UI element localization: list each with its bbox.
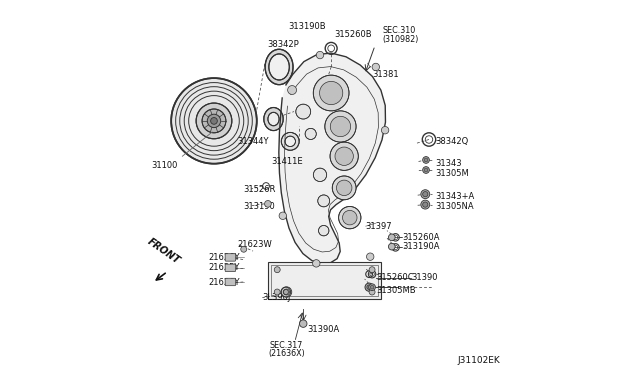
Circle shape — [316, 51, 324, 59]
Ellipse shape — [268, 112, 279, 126]
Text: 3L390J: 3L390J — [262, 293, 291, 302]
Text: (21636X): (21636X) — [268, 349, 305, 358]
Text: 31390: 31390 — [411, 273, 438, 282]
Circle shape — [314, 168, 326, 182]
Circle shape — [370, 285, 374, 289]
Text: 315260A: 315260A — [402, 233, 439, 242]
Text: 315260C: 315260C — [376, 273, 414, 282]
Circle shape — [207, 114, 221, 128]
Circle shape — [264, 201, 271, 207]
Text: 31344Y: 31344Y — [237, 137, 269, 146]
FancyBboxPatch shape — [225, 254, 236, 261]
Circle shape — [284, 289, 289, 295]
Circle shape — [332, 176, 356, 200]
Circle shape — [287, 86, 296, 94]
Circle shape — [342, 211, 357, 225]
Polygon shape — [279, 53, 385, 264]
Circle shape — [275, 267, 280, 273]
Circle shape — [421, 200, 429, 209]
Text: 313190B: 313190B — [288, 22, 326, 31]
Circle shape — [319, 81, 343, 105]
Circle shape — [422, 202, 428, 207]
Circle shape — [319, 225, 329, 236]
Circle shape — [241, 246, 246, 252]
Circle shape — [422, 157, 429, 163]
Text: 31411E: 31411E — [271, 157, 303, 166]
Circle shape — [330, 142, 358, 170]
Circle shape — [202, 109, 226, 133]
Text: 313190A: 313190A — [402, 242, 439, 251]
Circle shape — [325, 111, 356, 142]
Circle shape — [339, 206, 361, 229]
Circle shape — [388, 234, 395, 241]
Circle shape — [285, 136, 296, 147]
Circle shape — [424, 168, 428, 172]
Circle shape — [337, 180, 352, 196]
Text: J31102EK: J31102EK — [458, 356, 500, 365]
Text: 31526R: 31526R — [243, 185, 275, 194]
Circle shape — [314, 75, 349, 111]
Circle shape — [369, 289, 375, 295]
Text: 31305M: 31305M — [435, 169, 469, 178]
FancyBboxPatch shape — [225, 278, 236, 286]
Text: SEC.310: SEC.310 — [383, 26, 416, 35]
Circle shape — [424, 158, 428, 162]
Text: 31381: 31381 — [372, 70, 399, 79]
Text: 38342Q: 38342Q — [435, 137, 468, 146]
Circle shape — [282, 287, 292, 297]
FancyBboxPatch shape — [268, 262, 381, 299]
Circle shape — [282, 132, 299, 150]
Text: 31343+A: 31343+A — [435, 192, 475, 201]
Text: 31397: 31397 — [365, 222, 392, 231]
Text: 31305MB: 31305MB — [376, 286, 416, 295]
Text: 21625Y: 21625Y — [209, 263, 240, 272]
Ellipse shape — [265, 49, 293, 85]
Ellipse shape — [269, 54, 289, 80]
Text: 315260B: 315260B — [334, 30, 372, 39]
Circle shape — [305, 128, 316, 140]
Circle shape — [369, 284, 376, 291]
Text: 21626Y: 21626Y — [209, 253, 240, 262]
Circle shape — [211, 118, 218, 124]
Circle shape — [279, 212, 287, 219]
Circle shape — [381, 126, 389, 134]
Ellipse shape — [264, 108, 283, 131]
Circle shape — [422, 167, 429, 173]
Circle shape — [296, 104, 310, 119]
Circle shape — [369, 267, 375, 273]
Circle shape — [330, 116, 351, 137]
Text: 313190: 313190 — [243, 202, 275, 211]
Text: 21626Y: 21626Y — [209, 278, 240, 287]
Text: SEC.317: SEC.317 — [270, 341, 303, 350]
Circle shape — [312, 260, 320, 267]
Text: (310982): (310982) — [383, 35, 419, 44]
Text: FRONT: FRONT — [146, 237, 182, 266]
Circle shape — [372, 63, 380, 71]
Text: 21623W: 21623W — [237, 240, 272, 249]
Circle shape — [335, 147, 353, 166]
Text: 31343: 31343 — [435, 159, 462, 168]
Circle shape — [422, 192, 428, 197]
Circle shape — [367, 285, 371, 289]
Circle shape — [318, 195, 330, 207]
Text: 38342P: 38342P — [267, 40, 299, 49]
Text: 31390A: 31390A — [308, 325, 340, 334]
Circle shape — [367, 253, 374, 260]
Circle shape — [172, 78, 257, 164]
Circle shape — [196, 103, 232, 139]
Text: 31100: 31100 — [152, 161, 178, 170]
Text: 31305NA: 31305NA — [435, 202, 474, 211]
Circle shape — [300, 320, 307, 327]
FancyBboxPatch shape — [225, 264, 236, 272]
Circle shape — [388, 243, 395, 250]
Circle shape — [365, 283, 373, 291]
Circle shape — [421, 190, 429, 199]
Circle shape — [275, 289, 280, 295]
